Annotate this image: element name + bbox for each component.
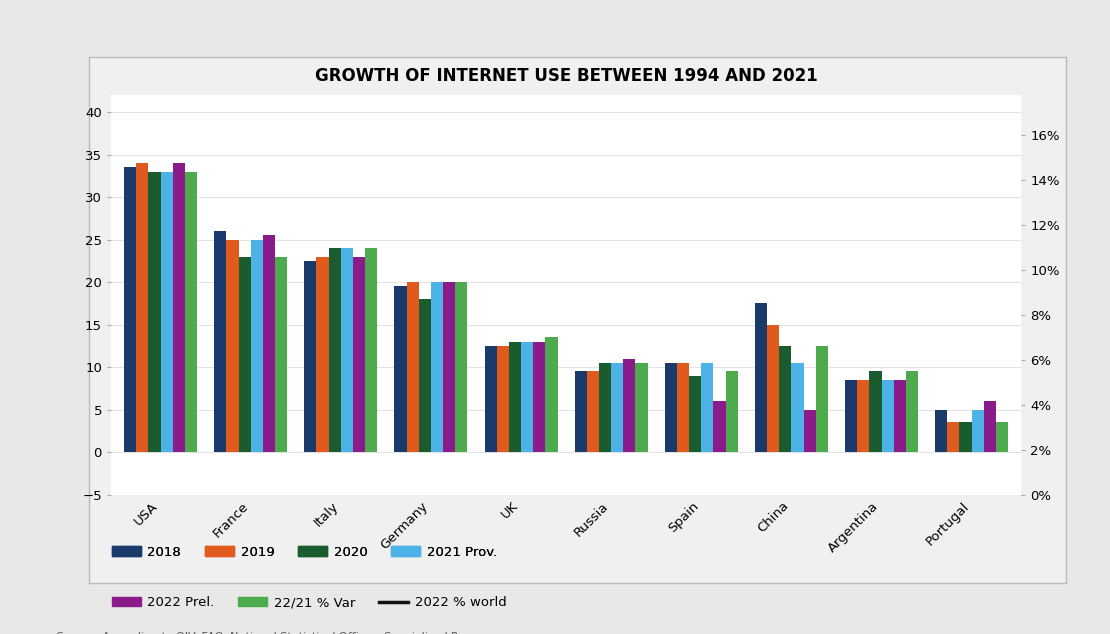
Bar [947, 422, 959, 452]
Bar [239, 257, 251, 452]
Bar [485, 346, 496, 452]
Bar [455, 282, 467, 452]
Bar [857, 380, 869, 452]
Legend: 2022 Prel., 22/21 % Var, 2022 % world: 2022 Prel., 22/21 % Var, 2022 % world [107, 591, 512, 615]
Bar [214, 231, 226, 452]
Bar [612, 363, 624, 452]
Bar [353, 257, 365, 452]
2022 % world [334, 273, 347, 280]
Bar [406, 282, 418, 452]
Bar [545, 337, 557, 452]
Bar [599, 363, 612, 452]
Bar [496, 346, 508, 452]
Bar [935, 410, 947, 452]
Text: Source: According to OIV, FAO, National Statistical Offices, Specialised Press: Source: According to OIV, FAO, National … [56, 632, 480, 634]
Bar [881, 380, 894, 452]
Bar [185, 172, 198, 452]
Bar [689, 375, 702, 452]
Bar [665, 363, 677, 452]
2022 % world [154, 153, 168, 161]
Bar [508, 342, 521, 452]
Bar [791, 363, 804, 452]
Bar [779, 346, 791, 452]
Bar [443, 282, 455, 452]
Bar [137, 163, 149, 452]
Bar [316, 257, 329, 452]
2022 % world [514, 367, 527, 375]
2022 % world [424, 311, 437, 319]
2022 % world [605, 390, 618, 398]
2022 % world [244, 250, 258, 258]
Bar [418, 299, 431, 452]
Bar [726, 372, 738, 452]
Bar [124, 167, 137, 452]
Bar [587, 372, 599, 452]
Bar [677, 363, 689, 452]
Bar [983, 401, 996, 452]
Bar [845, 380, 857, 452]
Bar [755, 303, 767, 452]
Bar [149, 172, 161, 452]
2022 % world [785, 401, 798, 408]
Bar [161, 172, 173, 452]
Line: 2022 % world: 2022 % world [161, 157, 971, 423]
Bar [365, 248, 377, 452]
Bar [624, 359, 636, 452]
Bar [521, 342, 533, 452]
Bar [226, 240, 239, 452]
Bar [394, 287, 406, 452]
Bar [714, 401, 726, 452]
Bar [816, 346, 828, 452]
Bar [996, 422, 1008, 452]
Legend: 2018, 2019, 2020, 2021 Prov.: 2018, 2019, 2020, 2021 Prov. [107, 540, 503, 564]
Bar [304, 261, 316, 452]
Bar [341, 248, 353, 452]
2022 % world [875, 405, 888, 413]
2022 % world [965, 419, 978, 427]
Bar [329, 248, 341, 452]
Bar [636, 363, 647, 452]
Bar [804, 410, 816, 452]
Bar [767, 325, 779, 452]
Bar [906, 372, 918, 452]
Bar [894, 380, 906, 452]
Bar [971, 410, 983, 452]
Bar [575, 372, 587, 452]
Bar [702, 363, 714, 452]
2022 % world [695, 399, 708, 406]
Bar [275, 257, 287, 452]
Bar [251, 240, 263, 452]
Bar [173, 163, 185, 452]
Bar [869, 372, 881, 452]
Bar [263, 235, 275, 452]
Bar [431, 282, 443, 452]
Bar [959, 422, 971, 452]
Title: GROWTH OF INTERNET USE BETWEEN 1994 AND 2021: GROWTH OF INTERNET USE BETWEEN 1994 AND … [315, 67, 817, 85]
Bar [533, 342, 545, 452]
